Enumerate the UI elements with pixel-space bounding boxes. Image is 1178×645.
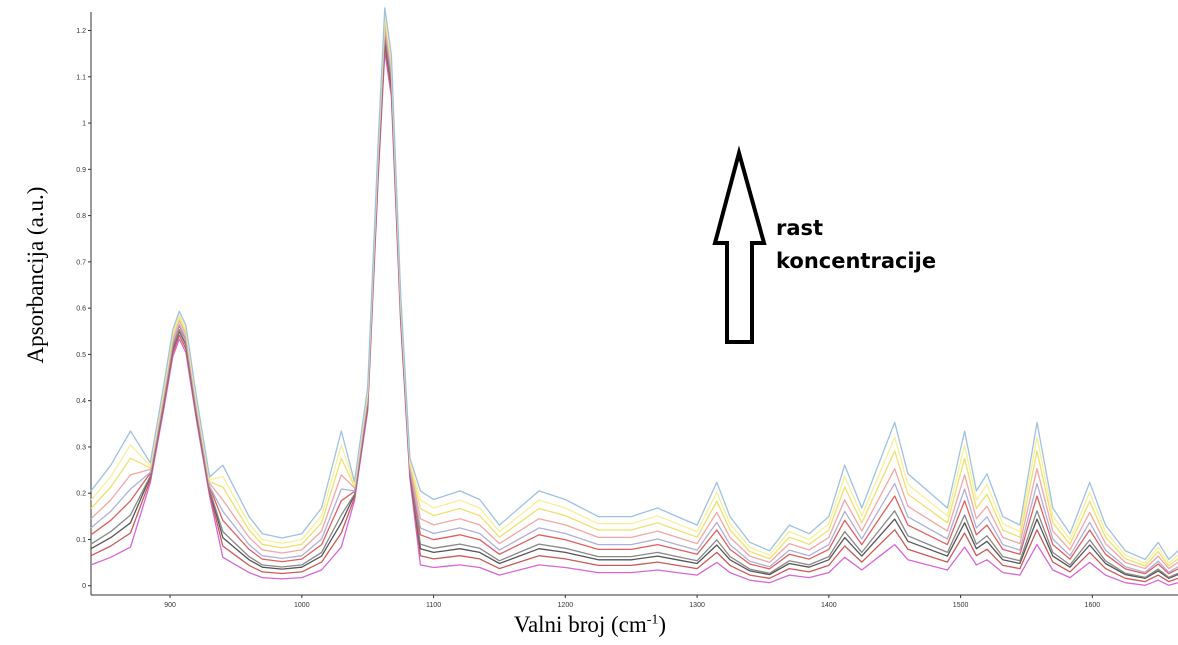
spectrum-series-8 [90, 17, 1178, 567]
x-tick-label: 1000 [294, 602, 310, 609]
y-tick-label: 1.1 [76, 74, 86, 81]
concentration-arrow [712, 145, 767, 344]
y-ticks: 0 0.1 0.2 0.3 0.4 0.5 0.6 0.7 0.8 0.9 1 1.1 1.2 [76, 28, 91, 590]
series-group [90, 7, 1178, 586]
y-tick-label: 0.9 [76, 167, 86, 174]
x-tick-label: 1100 [426, 602, 441, 609]
spectrum-series-2 [90, 45, 1178, 583]
spectrum-series-1 [90, 51, 1178, 586]
x-tick-label: 900 [164, 602, 176, 609]
x-tick-label: 1500 [953, 602, 969, 609]
y-tick-label: 0.2 [76, 491, 86, 498]
spectrum-series-5 [90, 30, 1178, 575]
y-tick-label: 0.5 [76, 352, 86, 359]
x-ticks: 900 1000 1100 1200 1300 1400 1500 1600 [164, 595, 1100, 609]
y-tick-label: 1.2 [76, 28, 86, 35]
spectrum-series-7 [90, 21, 1178, 570]
y-tick-label: 0.8 [76, 213, 86, 220]
x-tick-label: 1600 [1085, 602, 1101, 609]
x-tick-label: 1300 [689, 602, 705, 609]
spectrum-series-4 [90, 36, 1178, 579]
y-tick-label: 0.4 [76, 398, 86, 405]
spectrum-series-6 [90, 27, 1178, 573]
y-tick-label: 0.7 [76, 259, 86, 266]
x-axis-label: Valni broj (cm-1) [513, 612, 667, 637]
y-tick-label: 0 [82, 583, 86, 590]
y-tick-label: 0.6 [76, 306, 86, 313]
x-tick-label: 1200 [558, 602, 574, 609]
spectrum-series-9 [90, 12, 1178, 564]
y-tick-label: 1 [82, 121, 86, 128]
y-tick-label: 0.1 [76, 537, 86, 544]
y-axis-label: Apsorbancija (a.u.) [23, 187, 48, 364]
annotation-line-1: rast [776, 216, 824, 240]
concentration-annotation: rast koncentracije [776, 212, 936, 278]
plot-area: 0 0.1 0.2 0.3 0.4 0.5 0.6 0.7 0.8 0.9 1 1.1 1.2 900 1… [76, 7, 1178, 609]
y-tick-label: 0.3 [76, 444, 86, 451]
annotation-line-2: koncentracije [776, 249, 937, 273]
up-arrow-icon [712, 145, 767, 344]
spectrum-series-10 [90, 7, 1178, 561]
spectrum-series-3 [90, 39, 1178, 579]
x-tick-label: 1400 [821, 602, 837, 609]
